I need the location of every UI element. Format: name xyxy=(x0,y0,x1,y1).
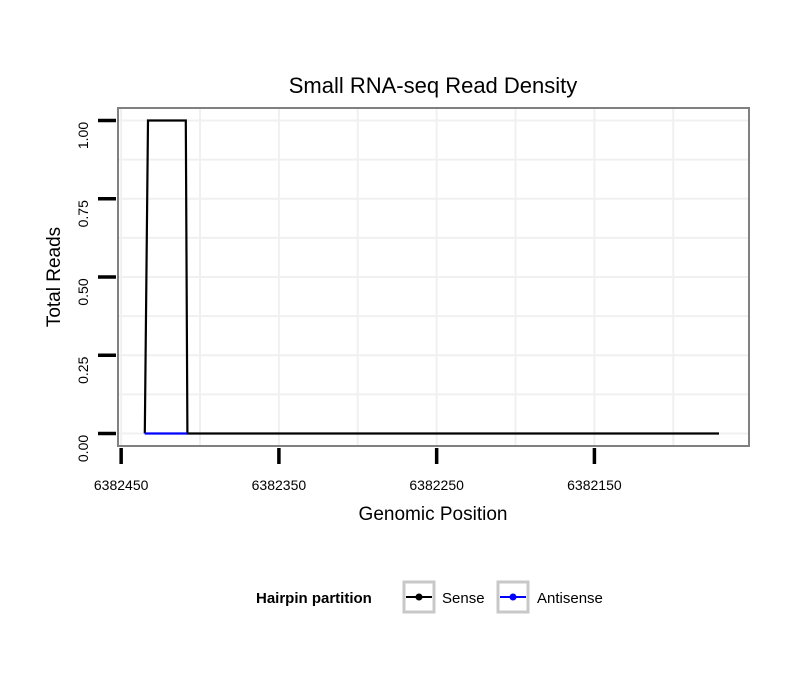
y-tick-label: 0.00 xyxy=(75,435,91,462)
legend: Hairpin partition Sense Antisense xyxy=(256,580,603,614)
x-tick-label: 6382350 xyxy=(252,477,307,493)
x-axis-title: Genomic Position xyxy=(359,504,508,525)
x-axis: 6382450 6382350 6382250 6382150 xyxy=(94,448,622,493)
legend-item-sense: Sense xyxy=(402,580,485,614)
legend-key-antisense-point xyxy=(509,593,517,601)
legend-label-antisense: Antisense xyxy=(537,590,603,607)
series-lines xyxy=(143,119,719,435)
y-tick-label: 0.75 xyxy=(75,200,91,227)
legend-key-sense-point xyxy=(415,593,423,601)
series-line-sense xyxy=(143,119,719,435)
x-tick-label: 6382450 xyxy=(94,477,149,493)
y-axis-title: Total Reads xyxy=(44,227,65,327)
legend-item-antisense: Antisense xyxy=(496,580,603,614)
y-tick-label: 0.50 xyxy=(75,278,91,305)
chart-title: Small RNA-seq Read Density xyxy=(289,73,578,98)
y-axis: 0.00 0.25 0.50 0.75 1.00 xyxy=(75,118,116,462)
legend-title: Hairpin partition xyxy=(256,590,372,607)
grid-lines xyxy=(118,108,749,446)
y-tick-label: 1.00 xyxy=(75,122,91,149)
plot-border xyxy=(117,107,750,447)
y-tick-label: 0.25 xyxy=(75,356,91,383)
x-tick-label: 6382250 xyxy=(409,477,464,493)
x-tick-label: 6382150 xyxy=(567,477,622,493)
legend-label-sense: Sense xyxy=(442,590,485,607)
